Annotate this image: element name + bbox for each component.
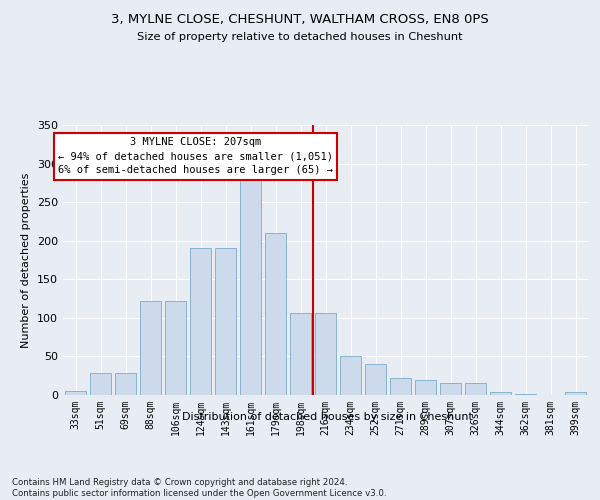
Bar	[415, 380, 436, 395]
Bar	[515, 394, 536, 395]
Bar	[315, 313, 336, 395]
Bar	[90, 374, 111, 395]
Text: Size of property relative to detached houses in Cheshunt: Size of property relative to detached ho…	[137, 32, 463, 42]
Bar	[265, 233, 286, 395]
Bar	[65, 391, 86, 395]
Bar	[390, 378, 411, 395]
Bar	[340, 356, 361, 395]
Bar	[190, 248, 211, 395]
Bar	[140, 301, 161, 395]
Bar	[465, 384, 486, 395]
Bar	[215, 248, 236, 395]
Text: 3, MYLNE CLOSE, CHESHUNT, WALTHAM CROSS, EN8 0PS: 3, MYLNE CLOSE, CHESHUNT, WALTHAM CROSS,…	[111, 12, 489, 26]
Bar	[490, 392, 511, 395]
Text: 3 MYLNE CLOSE: 207sqm
← 94% of detached houses are smaller (1,051)
6% of semi-de: 3 MYLNE CLOSE: 207sqm ← 94% of detached …	[58, 138, 333, 175]
Text: Distribution of detached houses by size in Cheshunt: Distribution of detached houses by size …	[182, 412, 472, 422]
Bar	[365, 364, 386, 395]
Bar	[240, 168, 261, 395]
Bar	[290, 313, 311, 395]
Bar	[165, 301, 186, 395]
Bar	[115, 374, 136, 395]
Y-axis label: Number of detached properties: Number of detached properties	[22, 172, 31, 348]
Text: Contains HM Land Registry data © Crown copyright and database right 2024.
Contai: Contains HM Land Registry data © Crown c…	[12, 478, 386, 498]
Bar	[565, 392, 586, 395]
Bar	[440, 384, 461, 395]
